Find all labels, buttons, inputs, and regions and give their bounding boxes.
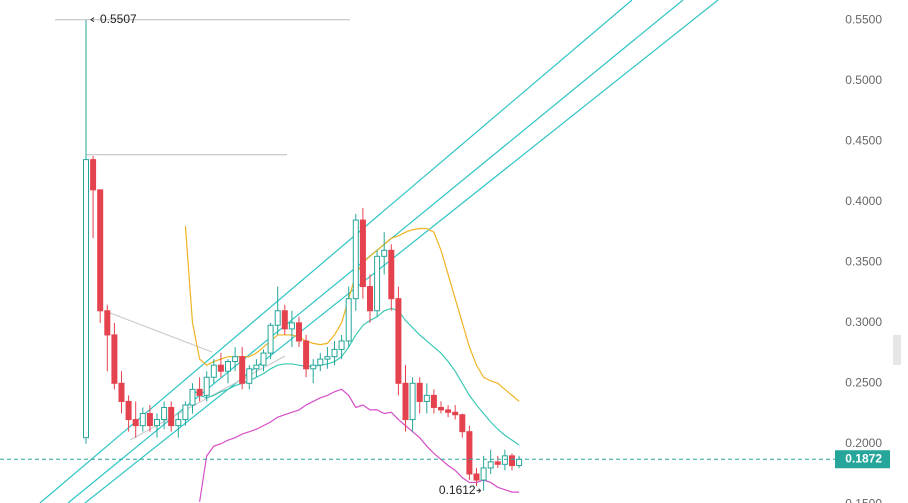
candle-body: [395, 298, 402, 384]
candle-body: [352, 219, 359, 300]
candle-body: [452, 411, 459, 416]
candle-body: [111, 334, 118, 384]
candle-body: [146, 413, 153, 427]
y-tick-label: 0.5500: [845, 13, 882, 27]
candle-body: [381, 249, 388, 257]
candle-body: [487, 461, 494, 469]
y-tick-label: 0.5000: [845, 73, 882, 87]
candle-body: [125, 400, 132, 421]
candle-body: [232, 356, 239, 363]
y-tick-label: 0.3500: [845, 255, 882, 269]
candle-body: [203, 376, 210, 396]
candle-body: [182, 404, 189, 421]
channel: [39, 0, 719, 503]
candle-body: [438, 406, 444, 411]
candle-body: [97, 189, 104, 312]
indicator-line: [184, 226, 520, 402]
candle-body: [267, 324, 274, 354]
y-tick-label: 0.1500: [845, 496, 882, 503]
candle-body: [516, 458, 523, 467]
candle-body: [260, 352, 267, 366]
annotation-arrow: [476, 488, 482, 494]
candle-body: [196, 388, 203, 396]
candle-body: [281, 310, 288, 330]
candle-body: [494, 461, 501, 465]
candle-body: [189, 388, 196, 406]
candle-body: [253, 364, 260, 370]
y-tick-label: 0.4500: [845, 134, 882, 148]
candle-body: [288, 322, 295, 330]
candle-body: [338, 340, 345, 350]
candle-body: [274, 310, 281, 326]
candle-body: [296, 322, 302, 342]
last-price-tag: [835, 450, 890, 469]
y-tick-label: 0.2500: [845, 375, 882, 389]
y-tick-label: 0.3000: [845, 315, 882, 329]
candle-body: [402, 382, 409, 421]
candle-body: [310, 364, 317, 370]
candle-body: [175, 419, 182, 427]
candle-body: [509, 455, 515, 467]
candle-body: [217, 364, 224, 372]
candle-body: [359, 219, 366, 288]
trend-lines: [104, 310, 286, 441]
candle-body: [317, 358, 324, 366]
candle-body: [132, 419, 139, 427]
channel-line: [84, 0, 719, 503]
candle-body: [118, 382, 125, 402]
indicator-line: [199, 388, 520, 502]
trend-line: [104, 310, 213, 353]
candle-body: [423, 394, 430, 402]
candle-body: [168, 406, 175, 427]
y-tick-label: 0.2000: [845, 436, 882, 450]
candle-body: [388, 249, 395, 300]
candle-body: [409, 382, 416, 421]
candle-body: [345, 298, 352, 342]
candle-body: [303, 340, 310, 370]
annotation-label: 0.1612: [439, 483, 476, 497]
annotation-label: 0.5507: [100, 12, 137, 26]
candle-body: [466, 431, 473, 475]
candle-body: [501, 455, 508, 465]
annotation-arrow: [90, 17, 95, 23]
y-tick-label: 0.4000: [845, 194, 882, 208]
candle-body: [210, 364, 217, 378]
candle-body: [239, 356, 246, 384]
candle-body: [225, 361, 231, 372]
last-price-label: 0.1872: [845, 451, 882, 465]
scroll-handle[interactable]: [893, 335, 901, 365]
candle-body: [161, 406, 168, 421]
candle-body: [324, 356, 331, 360]
candle-body: [90, 159, 97, 191]
candle-body: [154, 419, 160, 427]
candle-body: [480, 467, 487, 481]
candle-body: [331, 348, 338, 358]
candle-body: [374, 255, 381, 312]
candle-body: [416, 382, 423, 402]
candle-body: [83, 159, 89, 439]
candle-body: [246, 368, 253, 384]
candle-body: [459, 414, 466, 433]
candle-body: [104, 310, 111, 336]
candle-body: [445, 409, 452, 413]
candle-body: [139, 413, 146, 427]
candle-body: [367, 286, 373, 312]
candle-body: [430, 394, 437, 408]
candle-body: [473, 473, 480, 481]
